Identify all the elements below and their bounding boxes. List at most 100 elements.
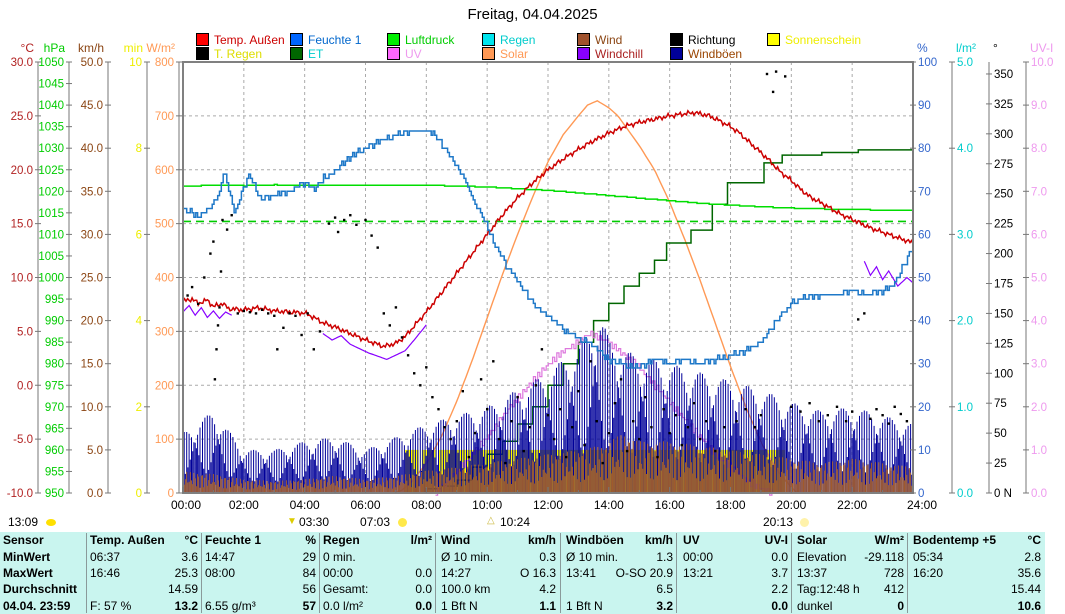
svg-text:985: 985 [45, 337, 64, 349]
svg-text:35.0: 35.0 [81, 186, 103, 198]
temperature-series [182, 109, 914, 349]
legend-color-box [196, 33, 209, 46]
table-column-solar: Solar W/m² Elevation -29.118 13:37 728 Tag:12:… [797, 532, 904, 614]
legend-color-box [290, 47, 303, 60]
table-column-uv: UV UV-I 00:00 0.0 13:21 3.7 2.2 0.0 [683, 532, 788, 614]
table-cell: 1.3 [656, 549, 673, 564]
legend-item-sonnenschein: Sonnenschein [767, 33, 861, 47]
legend-label: Luftdruck [405, 32, 455, 47]
table-cell: 0 [897, 598, 904, 613]
legend-label: Wind [595, 32, 623, 47]
svg-text:30: 30 [918, 359, 931, 371]
table-column-unit: km/h [527, 533, 556, 548]
x-axis: 00:00 02:00 04:00 06:00 08:00 10:00 12:00 14:00… [171, 487, 937, 512]
legend-label: Windchill [595, 46, 644, 61]
table-column-bodentemp-5: Bodentemp +5 °C 05:34 2.8 16:20 35.6 15.44 10.6 [913, 532, 1041, 614]
table-cell: 0.0 [415, 565, 432, 580]
table-row-label: MinWert [3, 549, 51, 564]
svg-text:0: 0 [918, 488, 924, 500]
table-cell: 57 [302, 598, 316, 613]
table-cell: 0.0 [415, 582, 432, 597]
table-column-unit: UV-I [764, 533, 788, 548]
svg-text:970: 970 [45, 402, 64, 414]
table-cell: 00:00 [323, 565, 354, 580]
svg-text:300: 300 [155, 326, 174, 338]
svg-text:400: 400 [155, 273, 174, 285]
axis-direction: ° 0 N 25 50 75 100 125 150 175 200 225 250 275 300 325… [986, 41, 1013, 500]
svg-text:350: 350 [994, 69, 1013, 81]
legend-item-windchill: Windchill [577, 46, 644, 61]
table-cell: 00:00 [683, 549, 714, 564]
table-cell: Gesamt: [323, 582, 369, 597]
svg-text:5.0: 5.0 [1031, 273, 1047, 285]
table-cell: O 16.3 [519, 565, 556, 580]
table-column-name: Bodentemp +5 [913, 533, 997, 548]
svg-text:100: 100 [994, 368, 1013, 380]
sunrise-time: 07:03 [360, 515, 391, 529]
solar-series [392, 100, 798, 494]
table-cell: 05:34 [913, 549, 944, 564]
windchill-series [322, 324, 427, 361]
svg-text:965: 965 [45, 423, 64, 435]
table-separator [201, 533, 202, 613]
axis-solar: W/m² 0 100 200 300 400 500 600 700 800 [146, 41, 182, 500]
table-column-unit: km/h [644, 533, 673, 548]
svg-text:25: 25 [994, 458, 1007, 470]
table-cell: 56 [302, 582, 316, 597]
table-cell: 0.3 [539, 549, 556, 564]
statistics-table: Sensor MinWert MaxWert Durchschnitt 04.04. 2… [0, 532, 1045, 614]
table-cell: 1 Bft N [566, 598, 603, 613]
svg-text:4.0: 4.0 [1031, 316, 1047, 328]
table-cell: F: 57 % [90, 598, 132, 613]
legend-label: UV [405, 46, 422, 61]
svg-text:0.0: 0.0 [17, 380, 33, 392]
table-cell: 0.0 l/m² [323, 598, 364, 613]
axis-uv: UV-I 0.0 1.0 2.0 3.0 4.0 5.0 6.0 7.0 8.0 9.0 10.0 [1023, 41, 1053, 500]
svg-text:200: 200 [155, 380, 174, 392]
svg-text:325: 325 [994, 99, 1013, 111]
table-column-regen: Regen l/m² 0 min. 00:00 0.0 Gesamt: 0.0 0.0 l/m… [323, 532, 432, 614]
table-cell: dunkel [797, 598, 833, 613]
table-cell: Tag:12:48 h [797, 582, 860, 597]
svg-text:10.0: 10.0 [81, 402, 103, 414]
svg-text:1.0: 1.0 [957, 402, 973, 414]
svg-text:975: 975 [45, 380, 64, 392]
svg-text:200: 200 [994, 249, 1013, 261]
svg-text:00:00: 00:00 [171, 498, 201, 512]
table-cell: 412 [883, 582, 904, 597]
table-cell: 15.44 [1010, 582, 1041, 597]
legend-color-box [670, 47, 683, 60]
table-column-unit: W/m² [874, 533, 904, 548]
svg-text:22:00: 22:00 [837, 498, 867, 512]
svg-text:5.0: 5.0 [957, 57, 973, 69]
table-column-feuchte-1: Feuchte 1% 14:47 29 08:00 84 56 6.55 g/m³ 57 [205, 532, 316, 614]
table-cell: 10.6 [1017, 598, 1041, 613]
svg-text:06:00: 06:00 [350, 498, 380, 512]
svg-text:40.0: 40.0 [81, 143, 103, 155]
table-cell: 16:46 [90, 565, 121, 580]
table-row-label: 04.04. 23:59 [3, 598, 71, 613]
legend-item-wind: Wind [577, 32, 623, 47]
svg-text:100: 100 [155, 434, 174, 446]
svg-text:0 N: 0 N [994, 488, 1012, 500]
table-column-name: Feuchte 1 [205, 533, 262, 548]
svg-text:1020: 1020 [38, 186, 64, 198]
svg-text:50: 50 [918, 273, 931, 285]
table-row-labels: Sensor MinWert MaxWert Durchschnitt 04.04. 2… [3, 532, 85, 614]
svg-text:25.0: 25.0 [81, 273, 103, 285]
svg-text:6: 6 [136, 229, 142, 241]
svg-text:990: 990 [45, 316, 64, 328]
svg-text:2: 2 [136, 402, 142, 414]
legend-color-box [670, 33, 683, 46]
table-cell: 25.3 [174, 565, 198, 580]
svg-text:75: 75 [994, 398, 1007, 410]
svg-text:1035: 1035 [38, 122, 64, 134]
table-cell: 16:20 [913, 565, 944, 580]
svg-text:1015: 1015 [38, 208, 64, 220]
table-column-unit: °C [184, 533, 198, 548]
table-cell: 1.1 [539, 598, 556, 613]
svg-text:960: 960 [45, 445, 64, 457]
legend-color-box [387, 33, 400, 46]
pressure-series [183, 183, 913, 212]
